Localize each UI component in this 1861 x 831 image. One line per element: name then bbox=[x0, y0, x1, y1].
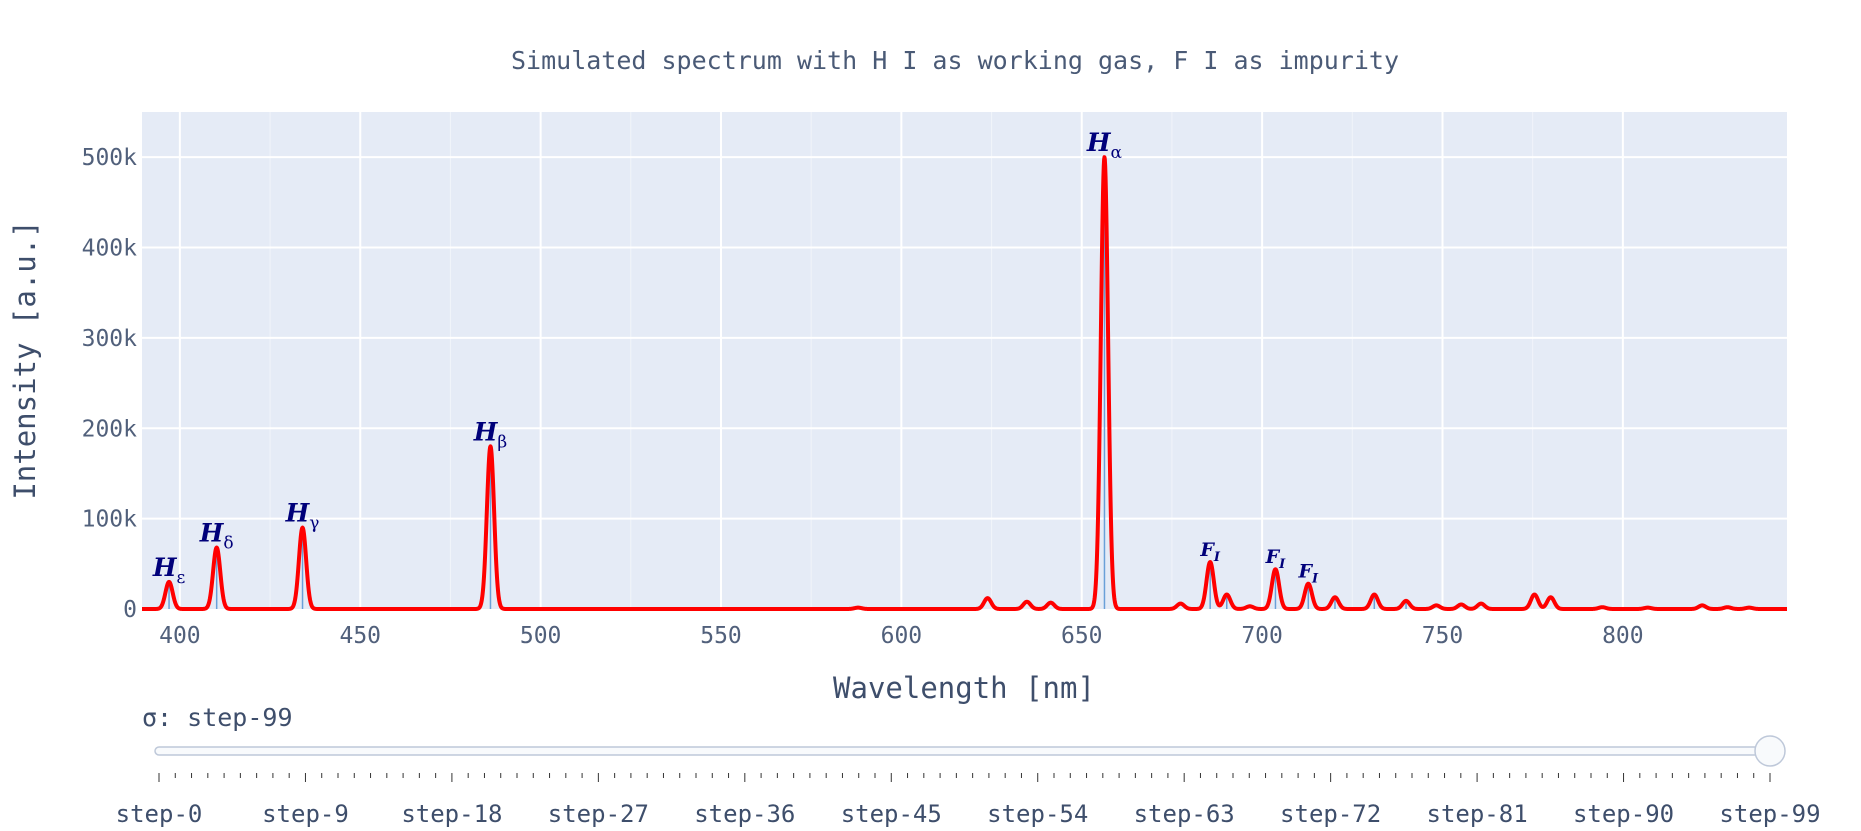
slider-step-label: step-27 bbox=[548, 800, 649, 828]
x-tick-label: 700 bbox=[1241, 623, 1283, 649]
slider-step-label: step-45 bbox=[841, 800, 942, 828]
annotation-main: H bbox=[285, 499, 311, 528]
slider-step-label: step-90 bbox=[1573, 800, 1674, 828]
annotation-sub: I bbox=[1311, 572, 1319, 587]
annotation-sub: ε bbox=[176, 568, 185, 588]
x-axis-title: Wavelength [nm] bbox=[833, 671, 1095, 705]
axis-ticks: 400 450 500 550 600 650 700 750 800 0 100k 200k 300k… bbox=[82, 145, 1644, 649]
stem-lines bbox=[168, 157, 1407, 609]
slider-track[interactable] bbox=[154, 746, 1771, 756]
x-tick-label: 750 bbox=[1422, 623, 1464, 649]
annotation-main: H bbox=[1086, 128, 1112, 157]
sigma-slider[interactable]: σ: step-99 step-0 step-9 step-18 step-27 ste… bbox=[116, 703, 1821, 828]
slider-step-label: step-81 bbox=[1427, 800, 1528, 828]
slider-ticks bbox=[158, 773, 1771, 782]
annotation-sub: γ bbox=[309, 514, 319, 534]
slider-label-prefix: σ: bbox=[142, 703, 187, 732]
x-tick-label: 600 bbox=[881, 623, 923, 649]
slider-step-label: step-0 bbox=[116, 800, 203, 828]
y-tick-label: 100k bbox=[82, 507, 138, 533]
y-tick-label: 300k bbox=[82, 326, 138, 352]
annotation-main: F bbox=[1297, 561, 1313, 583]
y-axis-title: Intensity [a.u.] bbox=[8, 220, 42, 499]
annotation-f-i-703: FI bbox=[1265, 546, 1287, 572]
slider-current-value: step-99 bbox=[187, 703, 292, 732]
annotation-main: H bbox=[152, 553, 178, 582]
annotation-sub: δ bbox=[223, 534, 233, 554]
annotation-h-gamma: Hγ bbox=[285, 499, 320, 534]
annotation-h-alpha: Hα bbox=[1086, 128, 1123, 163]
annotation-main: F bbox=[1265, 546, 1281, 568]
annotation-h-epsilon: Hε bbox=[152, 553, 186, 588]
annotation-sub: I bbox=[1278, 557, 1286, 572]
slider-step-labels: step-0 step-9 step-18 step-27 step-36 step-45… bbox=[116, 800, 1821, 828]
chart-title: Simulated spectrum with H I as working g… bbox=[511, 46, 1399, 75]
annotation-main: H bbox=[199, 519, 225, 548]
annotation-sub: β bbox=[497, 432, 507, 452]
x-tick-label: 650 bbox=[1061, 623, 1103, 649]
slider-handle[interactable] bbox=[1754, 735, 1786, 767]
slider-current-label: σ: step-99 bbox=[142, 703, 293, 732]
grid-lines bbox=[142, 112, 1787, 609]
plot-area[interactable] bbox=[142, 112, 1787, 609]
slider-step-label: step-9 bbox=[262, 800, 349, 828]
x-tick-label: 800 bbox=[1602, 623, 1644, 649]
annotation-f-i-712: FI bbox=[1297, 561, 1319, 587]
y-tick-label: 400k bbox=[82, 236, 138, 262]
slider-step-label: step-54 bbox=[987, 800, 1088, 828]
annotation-h-delta: Hδ bbox=[199, 519, 234, 554]
annotation-sub: I bbox=[1213, 550, 1221, 565]
y-tick-label: 0 bbox=[123, 597, 137, 623]
slider-step-label: step-36 bbox=[694, 800, 795, 828]
y-tick-label: 200k bbox=[82, 416, 138, 442]
annotation-sub: α bbox=[1111, 143, 1123, 163]
annotation-main: F bbox=[1199, 539, 1215, 561]
slider-step-label: step-99 bbox=[1719, 800, 1820, 828]
x-tick-label: 500 bbox=[520, 623, 562, 649]
slider-step-label: step-63 bbox=[1134, 800, 1235, 828]
x-tick-label: 450 bbox=[339, 623, 381, 649]
spectrum-trace bbox=[140, 155, 1789, 611]
y-tick-label: 500k bbox=[82, 145, 138, 171]
slider-step-label: step-72 bbox=[1280, 800, 1381, 828]
annotation-h-beta: Hβ bbox=[473, 417, 507, 452]
annotation-main: H bbox=[473, 417, 499, 446]
x-tick-label: 550 bbox=[700, 623, 742, 649]
slider-step-label: step-18 bbox=[401, 800, 502, 828]
x-tick-label: 400 bbox=[159, 623, 201, 649]
annotation-f-i-685: FI bbox=[1199, 539, 1221, 565]
